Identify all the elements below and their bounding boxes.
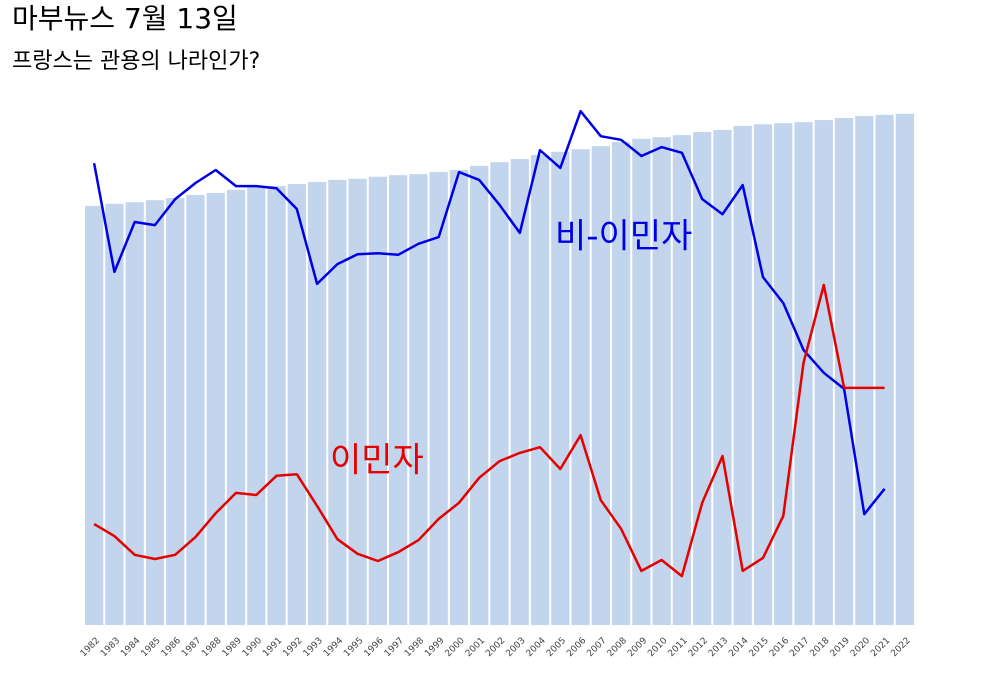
bar [328, 179, 347, 625]
bar [652, 137, 671, 626]
bar [307, 181, 327, 625]
x-tick-label: 2004 [525, 636, 548, 659]
bar [226, 189, 246, 625]
x-tick-label: 2006 [565, 636, 588, 659]
bar [693, 132, 712, 626]
x-tick-label: 2010 [646, 636, 669, 659]
x-tick-label: 1999 [423, 636, 446, 659]
x-tick-label: 2007 [585, 636, 608, 659]
line [92, 109, 886, 516]
x-tick-label: 2011 [667, 636, 690, 659]
bar [571, 149, 590, 625]
bar [632, 138, 651, 626]
bar [530, 154, 550, 626]
x-tick-label: 1985 [140, 636, 163, 659]
bar [875, 114, 894, 625]
x-tick-label: 1990 [241, 636, 264, 659]
x-tick-label: 2009 [626, 636, 649, 659]
chart-subtitle: 프랑스는 관용의 나라인가? [12, 49, 260, 74]
x-tick-label: 1993 [302, 636, 325, 659]
bar [611, 141, 631, 626]
bar [510, 159, 529, 625]
x-tick-label: 2015 [748, 636, 771, 659]
x-tick-label: 1984 [119, 636, 142, 659]
line [93, 283, 885, 578]
x-tick-label: 2005 [545, 636, 568, 659]
x-tick-label: 2017 [788, 636, 811, 659]
bar [247, 187, 266, 625]
x-tick-label: 2003 [504, 636, 527, 659]
bar [490, 162, 509, 625]
x-tick-label: 1997 [383, 636, 406, 659]
bar [672, 135, 692, 625]
x-tick-label: 2002 [484, 636, 507, 659]
series-label: 이민자 [330, 441, 424, 481]
bar [389, 175, 408, 625]
x-tick-label: 2021 [869, 636, 892, 659]
bar [368, 176, 388, 625]
bar [733, 125, 752, 626]
bar [85, 205, 104, 625]
x-tick-label: 1989 [221, 636, 244, 659]
bar [409, 174, 428, 625]
x-tick-label: 2012 [687, 636, 710, 659]
x-tick-label: 2020 [849, 636, 872, 659]
series-label: 비-이민자 [555, 217, 692, 257]
bar [186, 194, 205, 625]
bar [206, 192, 225, 625]
bar [166, 198, 185, 625]
x-tick-label: 1998 [403, 636, 426, 659]
bar [105, 203, 124, 626]
x-tick-label: 1991 [261, 636, 284, 659]
x-tick-label: 1983 [99, 636, 122, 659]
bar [753, 124, 773, 626]
bar [348, 178, 367, 625]
x-tick-label: 1987 [180, 636, 203, 659]
bar [895, 113, 914, 625]
bar [125, 202, 144, 626]
bar [470, 165, 489, 625]
x-tick-label: 2019 [829, 636, 852, 659]
x-tick-label: 2000 [444, 636, 467, 659]
x-tick-label: 2008 [606, 636, 629, 659]
x-tick-label: 2014 [727, 636, 750, 659]
bar [855, 115, 874, 626]
x-tick-label: 2001 [464, 636, 487, 659]
bar [145, 200, 165, 625]
bar [794, 122, 813, 625]
bar [429, 172, 448, 625]
bar [267, 186, 286, 625]
x-tick-label: 1982 [79, 636, 102, 659]
x-tick-label: 2018 [808, 636, 831, 659]
bar [774, 123, 793, 625]
x-tick-label: 2016 [768, 636, 791, 659]
x-tick-label: 1995 [342, 636, 365, 659]
bar [287, 184, 306, 626]
x-tick-label: 1988 [200, 636, 223, 659]
x-tick-label: 2022 [889, 636, 912, 659]
chart-title: 마부뉴스 7월 13일 [12, 2, 238, 35]
bar [551, 151, 570, 626]
x-tick-label: 1986 [160, 636, 183, 659]
bar [713, 129, 732, 625]
bar [449, 170, 469, 625]
x-tick-label: 1992 [281, 636, 304, 659]
bar [834, 118, 854, 625]
x-tick-label: 1996 [363, 636, 386, 659]
x-tick-label: 2013 [707, 636, 730, 659]
x-tick-label: 1994 [322, 636, 345, 659]
